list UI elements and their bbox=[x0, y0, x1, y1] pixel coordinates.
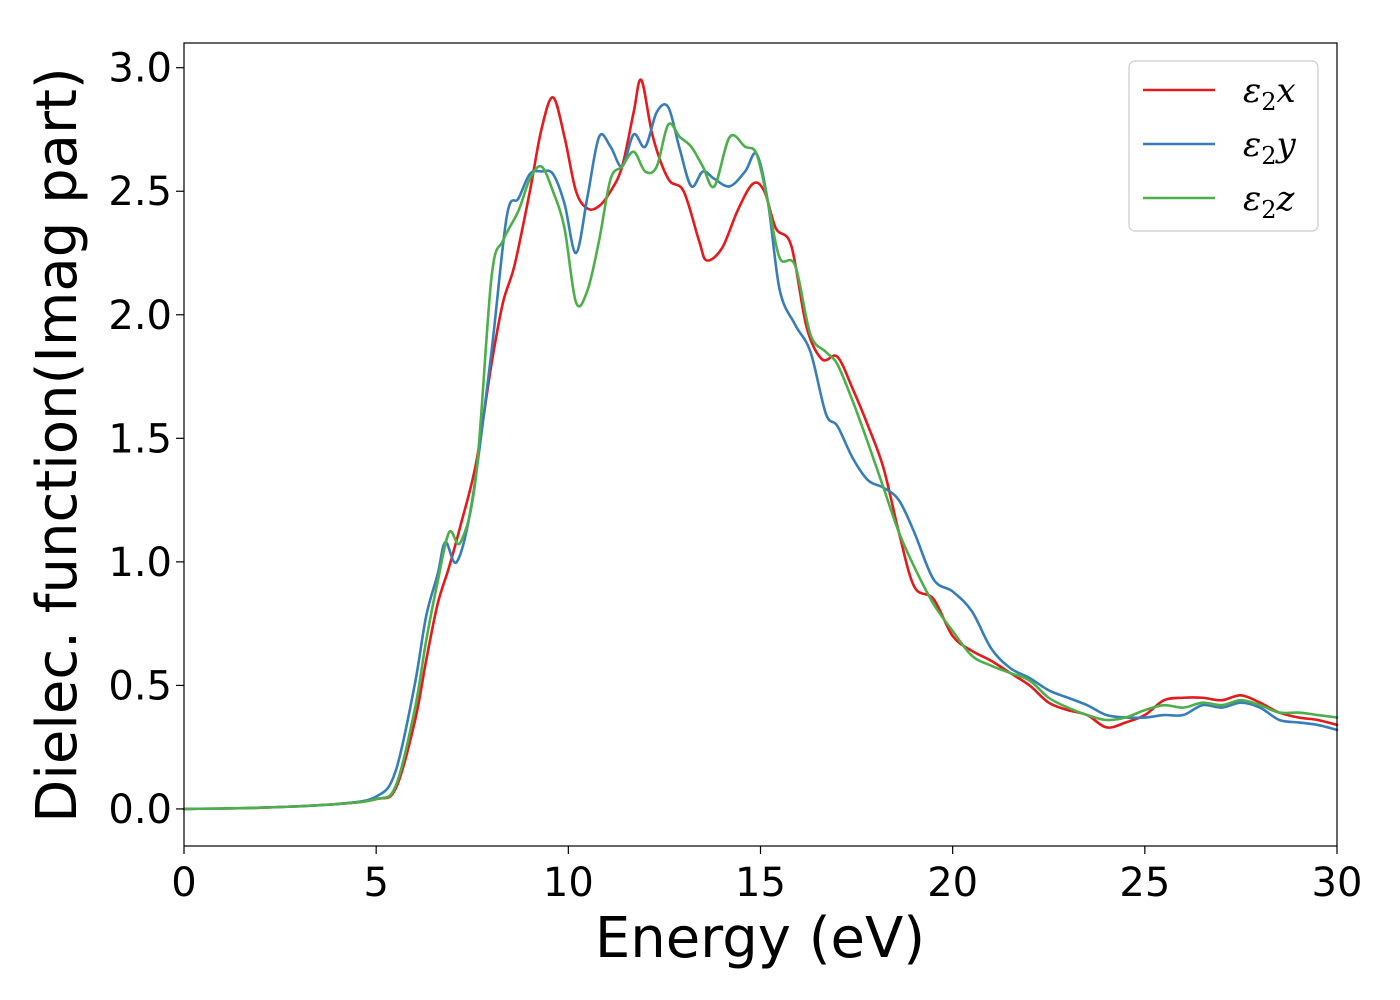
x-axis-label: Energy (eV) bbox=[595, 906, 925, 971]
y-tick-label: 2.5 bbox=[108, 169, 172, 215]
y-tick-label: 1.0 bbox=[108, 540, 172, 586]
x-axis-ticks: 0 5 10 15 20 25 30 bbox=[171, 846, 1362, 906]
y-tick-label: 1.5 bbox=[108, 416, 172, 462]
legend-box bbox=[1128, 60, 1319, 232]
series-layer bbox=[182, 78, 1339, 811]
y-tick-label: 3.0 bbox=[108, 46, 172, 92]
x-tick-label: 0 bbox=[171, 860, 196, 906]
y-axis-ticks: 0.0 0.5 1.0 1.5 2.0 2.5 3.0 bbox=[108, 46, 184, 833]
x-tick-label: 20 bbox=[927, 860, 978, 906]
x-tick-label: 30 bbox=[1312, 860, 1363, 906]
x-tick-label: 5 bbox=[363, 860, 388, 906]
x-tick-label: 10 bbox=[543, 860, 594, 906]
y-tick-label: 0.0 bbox=[108, 787, 172, 833]
x-tick-label: 25 bbox=[1119, 860, 1170, 906]
y-tick-label: 0.5 bbox=[108, 663, 172, 709]
legend-label-y: ε2y bbox=[1243, 125, 1297, 170]
x-tick-label: 15 bbox=[735, 860, 786, 906]
legend-label-x: ε2x bbox=[1243, 71, 1296, 116]
legend: ε2x ε2y ε2z bbox=[1128, 60, 1319, 232]
series-line-z bbox=[182, 122, 1339, 811]
legend-label-z: ε2z bbox=[1243, 179, 1296, 224]
y-tick-label: 2.0 bbox=[108, 293, 172, 339]
y-axis-label: Dielec. function(Imag part) bbox=[25, 67, 90, 823]
